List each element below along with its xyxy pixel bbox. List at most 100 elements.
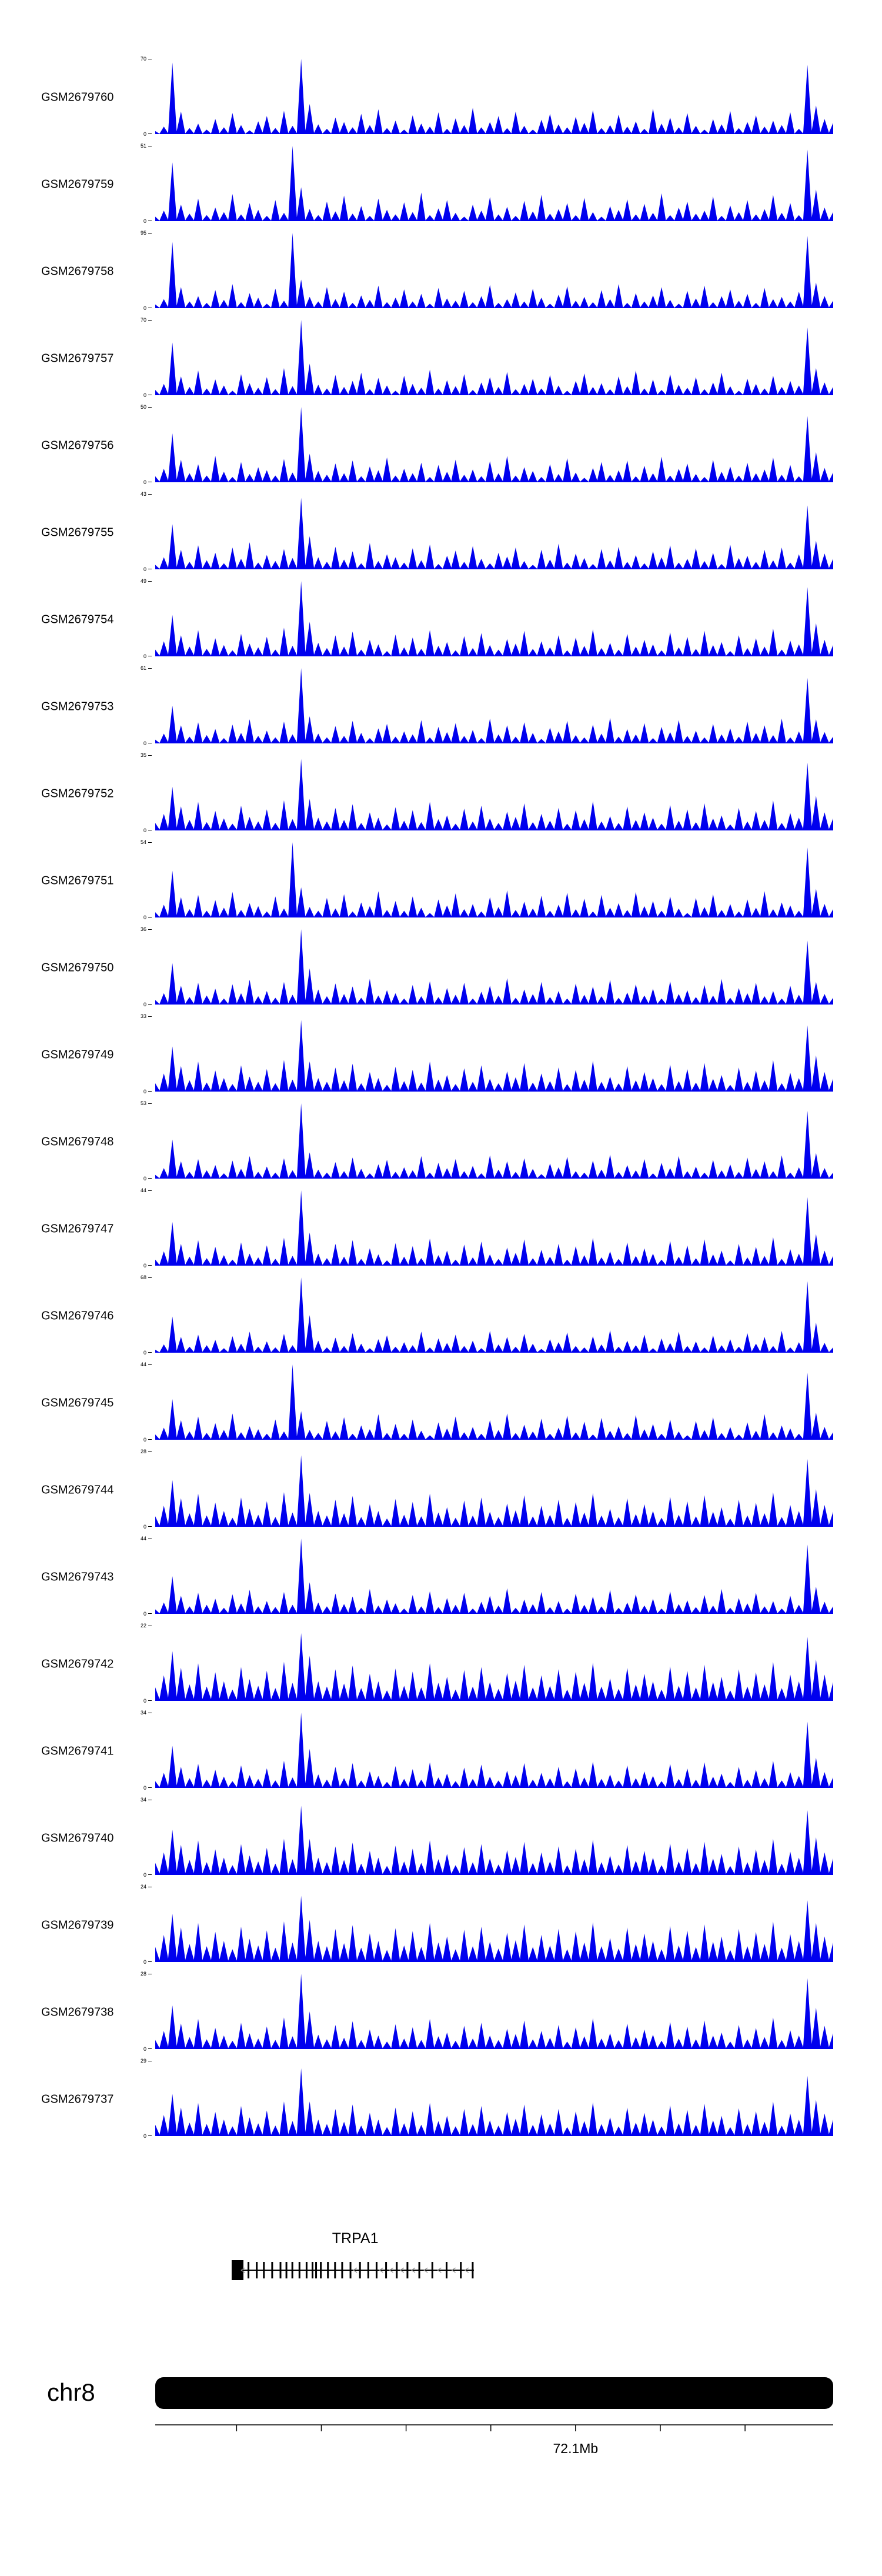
track-signal-plot (155, 755, 833, 830)
gene-name-label: TRPA1 (332, 2230, 379, 2247)
track-y-axis: 50 0 (0, 404, 152, 485)
track-y-axis: 70 0 (0, 56, 152, 137)
y-axis-tick (148, 1961, 152, 1962)
y-zero-label: 0 (143, 1524, 146, 1530)
signal-track: GSM2679755 43 0 (0, 489, 882, 576)
signal-track: GSM2679745 44 0 (0, 1360, 882, 1447)
y-axis-tick (148, 1091, 152, 1092)
y-max-label: 35 (140, 752, 146, 758)
track-signal-plot (155, 1277, 833, 1353)
y-zero-label: 0 (143, 2133, 146, 2139)
y-max-label: 22 (140, 1623, 146, 1629)
signal-area-chart (155, 2068, 833, 2136)
y-axis-tick (148, 1874, 152, 1875)
y-axis-tick (148, 1265, 152, 1266)
signal-track: GSM2679758 95 0 (0, 228, 882, 315)
y-axis-tick (148, 1613, 152, 1614)
y-axis-tick (148, 407, 152, 408)
signal-area-chart (155, 1974, 833, 2049)
y-axis-tick (148, 1178, 152, 1179)
y-max-label: 50 (140, 404, 146, 410)
signal-area-chart (155, 1539, 833, 1614)
signal-area-chart (155, 929, 833, 1005)
y-zero-label: 0 (143, 2046, 146, 2052)
track-signal-plot (155, 1626, 833, 1701)
y-axis-tick (148, 1526, 152, 1527)
y-zero-label: 0 (143, 827, 146, 833)
track-label: GSM2679757 (41, 352, 114, 365)
y-max-label: 70 (140, 317, 146, 323)
y-zero-label: 0 (143, 1437, 146, 1443)
y-axis-tick (148, 1451, 152, 1452)
track-label: GSM2679754 (41, 613, 114, 626)
y-max-label: 28 (140, 1971, 146, 1977)
track-signal-plot (155, 1364, 833, 1440)
y-max-label: 68 (140, 1274, 146, 1280)
track-signal-plot (155, 668, 833, 743)
signal-area-chart (155, 759, 833, 830)
track-y-axis: 36 0 (0, 926, 152, 1007)
track-signal-plot (155, 1800, 833, 1875)
signal-track: GSM2679751 54 0 (0, 837, 882, 925)
track-label: GSM2679747 (41, 1222, 114, 1236)
track-label: GSM2679744 (41, 1483, 114, 1497)
signal-track: GSM2679739 24 0 (0, 1882, 882, 1969)
signal-track: GSM2679760 70 0 (0, 54, 882, 141)
track-signal-plot (155, 1451, 833, 1527)
track-y-axis: 34 0 (0, 1797, 152, 1878)
track-label: GSM2679750 (41, 961, 114, 975)
y-axis-tick (148, 1364, 152, 1365)
track-signal-plot (155, 1103, 833, 1179)
track-y-axis: 22 0 (0, 1623, 152, 1704)
track-signal-plot (155, 929, 833, 1005)
y-max-label: 61 (140, 665, 146, 671)
signal-area-chart (155, 1455, 833, 1527)
signal-area-chart (155, 1190, 833, 1266)
signal-area-chart (155, 407, 833, 482)
signal-area-chart (155, 498, 833, 569)
track-signal-plot (155, 494, 833, 569)
signal-area-chart (155, 1103, 833, 1179)
track-y-axis: 28 0 (0, 1449, 152, 1530)
y-max-label: 44 (140, 1362, 146, 1367)
signal-track: GSM2679753 61 0 (0, 663, 882, 750)
track-label: GSM2679739 (41, 1918, 114, 1932)
signal-track: GSM2679738 28 0 (0, 1969, 882, 2056)
chromosome-label: chr8 (47, 2378, 95, 2406)
signal-track: GSM2679740 34 0 (0, 1795, 882, 1882)
track-signal-plot (155, 146, 833, 221)
track-label: GSM2679738 (41, 2006, 114, 2019)
track-y-axis: 24 0 (0, 1884, 152, 1965)
genome-axis (155, 2424, 833, 2431)
y-axis-tick (148, 320, 152, 321)
y-zero-label: 0 (143, 218, 146, 224)
y-zero-label: 0 (143, 1611, 146, 1617)
gene-model (231, 2260, 474, 2280)
y-max-label: 36 (140, 926, 146, 932)
signal-track: GSM2679750 36 0 (0, 925, 882, 1012)
y-zero-label: 0 (143, 915, 146, 920)
y-max-label: 51 (140, 143, 146, 149)
track-y-axis: 53 0 (0, 1100, 152, 1182)
track-y-axis: 44 0 (0, 1187, 152, 1269)
signal-area-chart (155, 668, 833, 743)
signal-track: GSM2679744 28 0 (0, 1447, 882, 1534)
y-axis-tick (148, 494, 152, 495)
signal-track: GSM2679746 68 0 (0, 1273, 882, 1360)
track-y-axis: 35 0 (0, 752, 152, 833)
y-max-label: 33 (140, 1013, 146, 1019)
track-signal-plot (155, 233, 833, 308)
track-y-axis: 49 0 (0, 578, 152, 659)
y-axis-tick (148, 1103, 152, 1104)
track-label: GSM2679751 (41, 874, 114, 887)
signal-track: GSM2679741 34 0 (0, 1708, 882, 1795)
track-signal-plot (155, 1190, 833, 1266)
track-label: GSM2679737 (41, 2093, 114, 2106)
y-axis-tick (148, 1277, 152, 1278)
y-zero-label: 0 (143, 1350, 146, 1356)
signal-area-chart (155, 1896, 833, 1962)
y-zero-label: 0 (143, 1872, 146, 1878)
track-label: GSM2679753 (41, 700, 114, 713)
y-zero-label: 0 (143, 653, 146, 659)
y-zero-label: 0 (143, 1089, 146, 1095)
